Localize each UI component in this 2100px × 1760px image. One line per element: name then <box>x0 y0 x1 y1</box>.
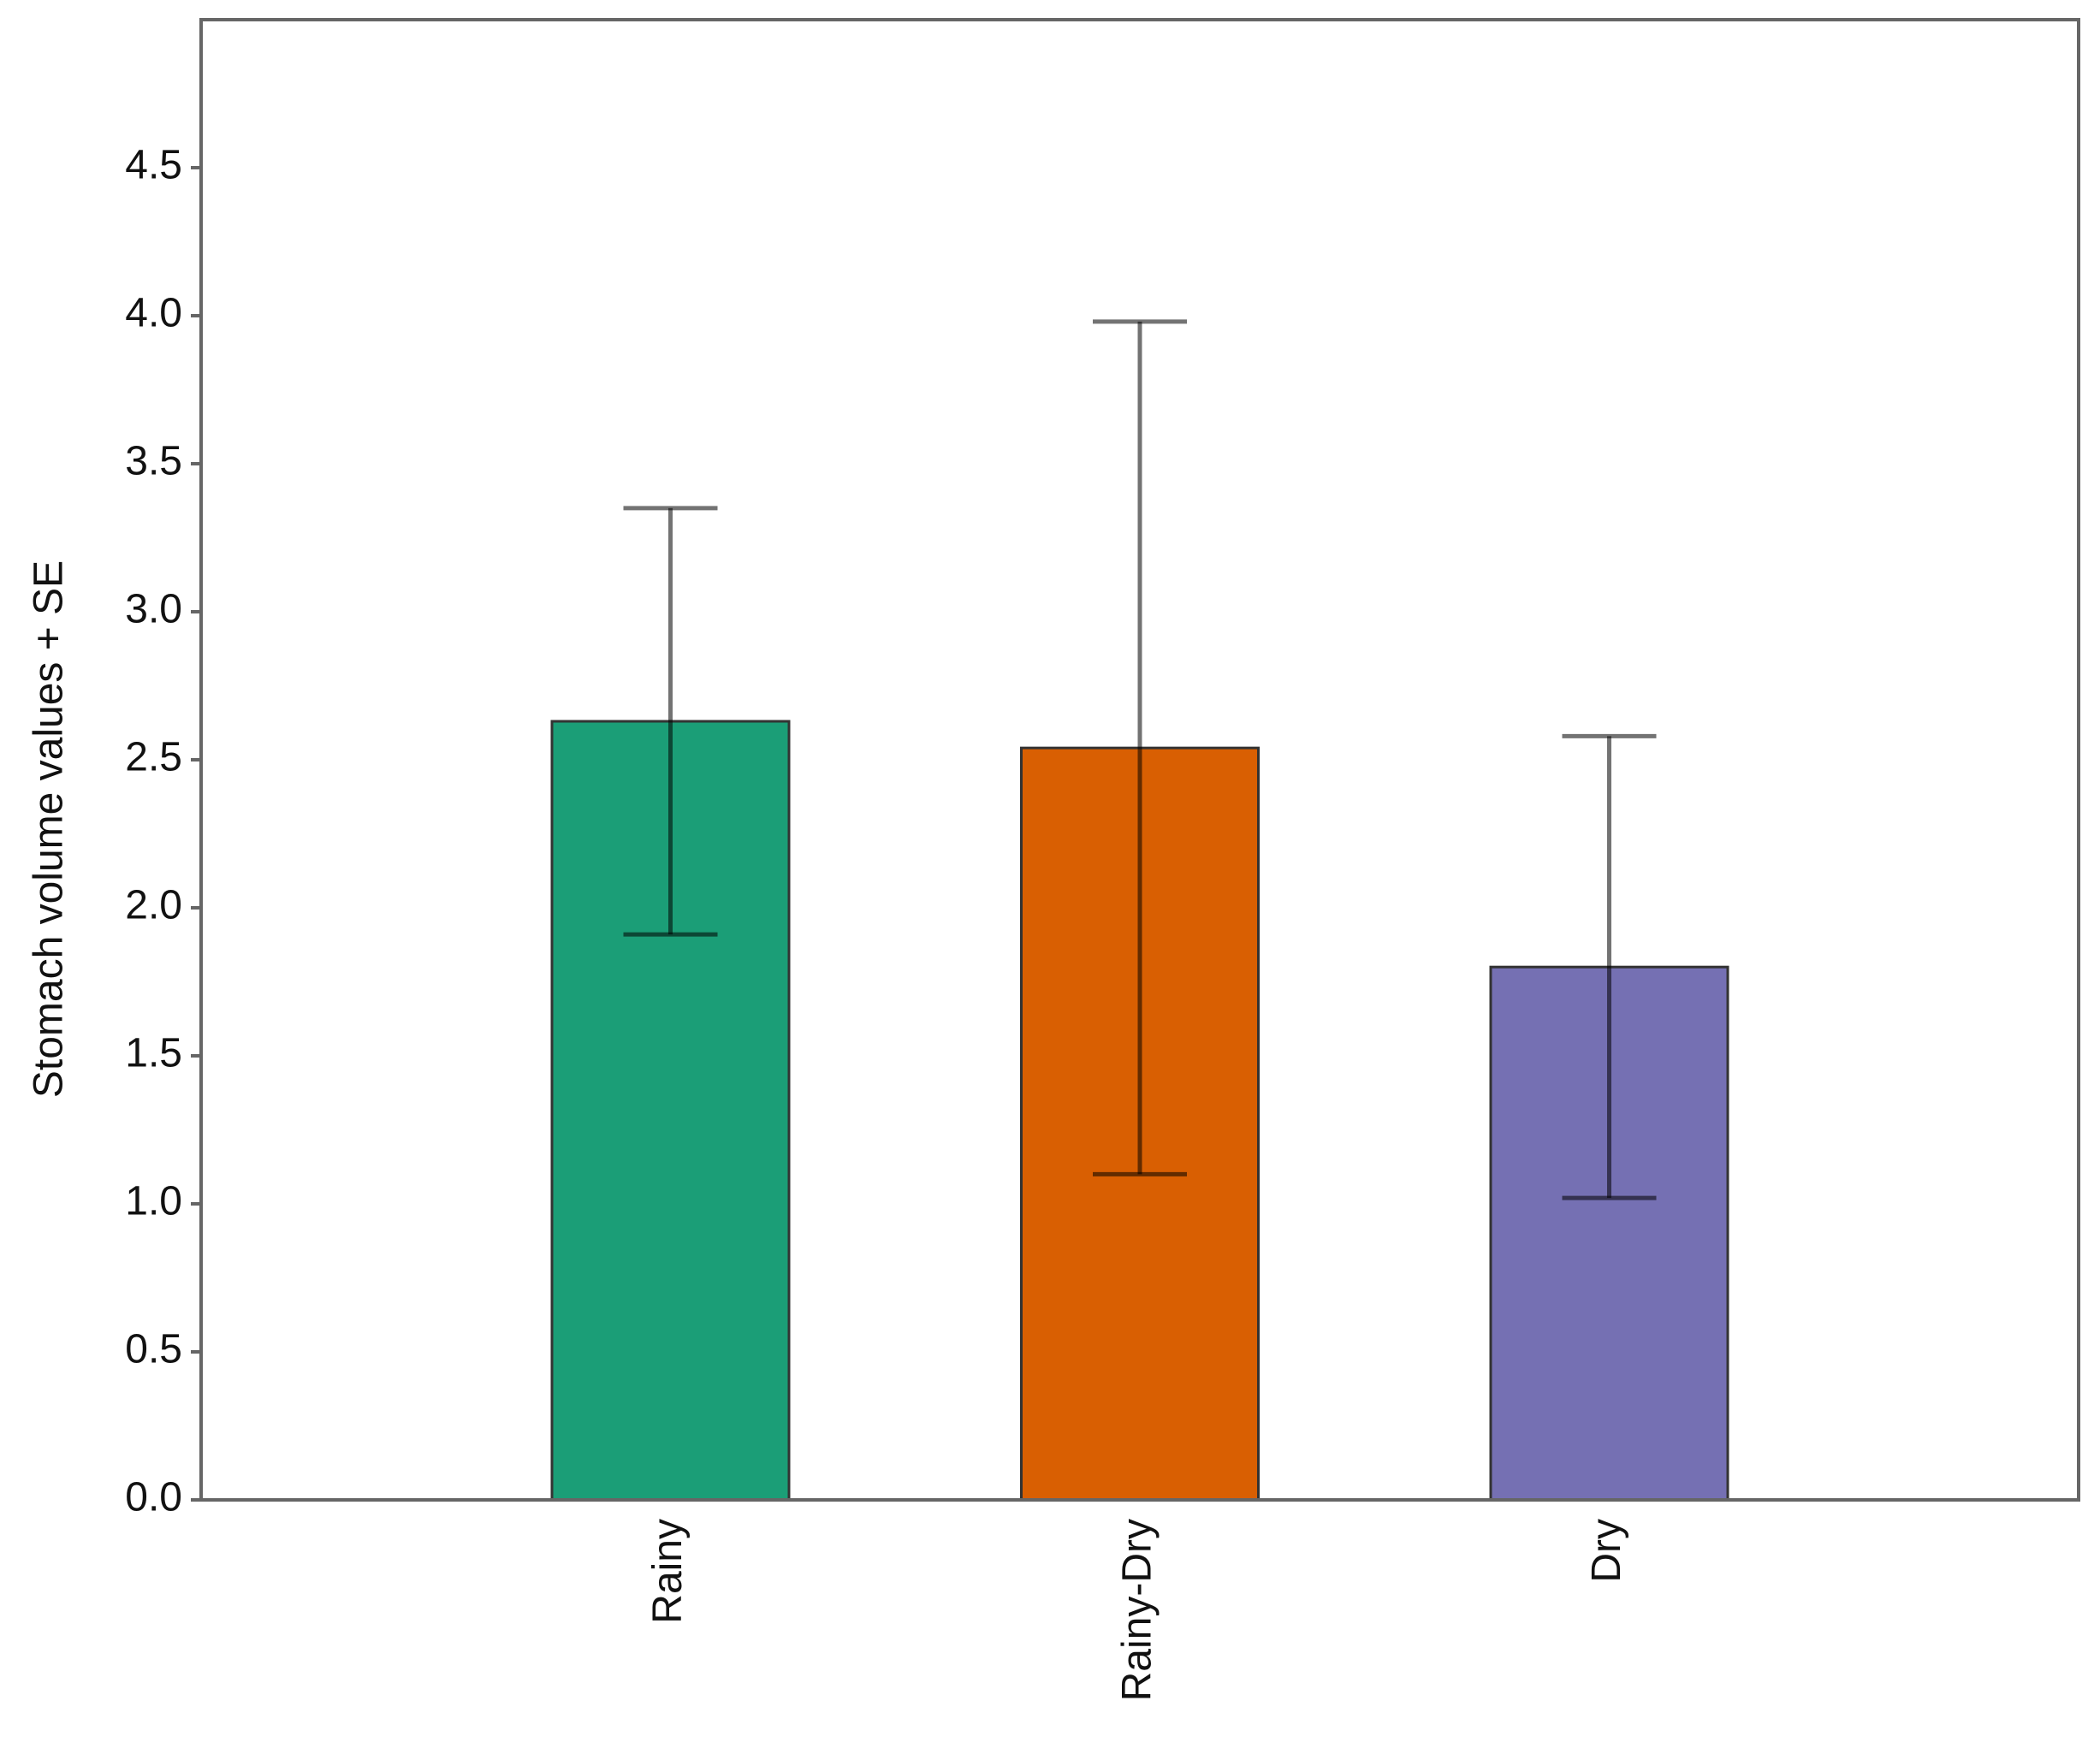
x-tick-label: Rainy <box>645 1519 691 1624</box>
y-tick-label: 4.0 <box>125 291 182 336</box>
y-tick-label: 3.5 <box>125 439 182 484</box>
y-tick-label: 4.5 <box>125 143 182 188</box>
y-tick-label: 1.0 <box>125 1179 182 1224</box>
y-tick-label: 2.5 <box>125 735 182 780</box>
y-tick-label: 0.5 <box>125 1327 182 1372</box>
y-axis-label: Stomach volume values + SE <box>27 560 72 1098</box>
y-tick-label: 0.0 <box>125 1475 182 1520</box>
plot-frame <box>199 18 2080 1502</box>
x-tick-label: Dry <box>1584 1519 1629 1583</box>
y-tick-label: 2.0 <box>125 883 182 928</box>
y-tick-label: 3.0 <box>125 587 182 632</box>
x-tick-label: Rainy-Dry <box>1115 1519 1160 1701</box>
y-tick-label: 1.5 <box>125 1031 182 1076</box>
